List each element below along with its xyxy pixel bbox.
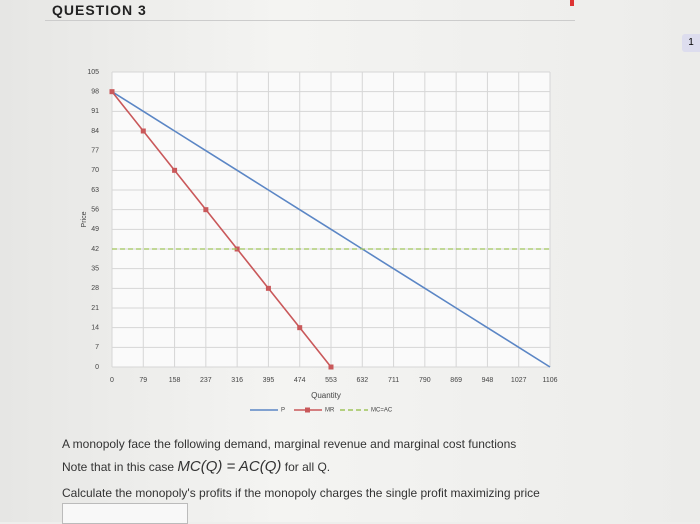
question-text: A monopoly face the following demand, ma… bbox=[62, 437, 517, 451]
y-tick-label: 70 bbox=[91, 167, 99, 174]
y-tick-label: 77 bbox=[91, 148, 99, 155]
chart: 0 7 14 21 28 35 42 49 56 63 70 77 84 91 98 105 0 79 158 237… bbox=[81, 69, 558, 414]
y-tick-label: 42 bbox=[91, 246, 99, 253]
marker bbox=[203, 207, 209, 213]
series-line bbox=[111, 91, 332, 368]
x-tick-label: 790 bbox=[419, 377, 431, 384]
formula: MC(Q) = AC(Q) bbox=[177, 458, 282, 475]
x-tick-label: 1027 bbox=[511, 377, 527, 384]
y-tick-label: 7 bbox=[95, 344, 99, 351]
y-tick-label: 91 bbox=[91, 108, 99, 115]
y-tick-label: 49 bbox=[91, 226, 99, 233]
y-tick-label: 98 bbox=[91, 89, 99, 96]
x-tick-label: 79 bbox=[139, 377, 147, 384]
prompt: Calculate the monopoly's profits if the … bbox=[62, 486, 540, 500]
y-tick-label: 14 bbox=[91, 325, 99, 332]
x-tick-label: 395 bbox=[263, 377, 275, 384]
legend-label: MC=AC bbox=[371, 408, 393, 414]
marker bbox=[328, 364, 334, 370]
x-tick-label: 237 bbox=[200, 377, 212, 384]
note: Note that in this case MC(Q) = AC(Q) for… bbox=[62, 458, 330, 475]
x-tick-label: 948 bbox=[482, 377, 494, 384]
y-tick-label: 21 bbox=[91, 305, 99, 312]
marker bbox=[109, 89, 115, 95]
y-tick-label: 56 bbox=[91, 207, 99, 214]
note-text: Note that in this case bbox=[62, 460, 175, 474]
y-tick-label: 35 bbox=[91, 266, 99, 273]
marker bbox=[234, 246, 240, 252]
accent bbox=[570, 0, 574, 6]
x-tick-label: 0 bbox=[110, 377, 114, 384]
x-tick-label: 1106 bbox=[542, 377, 557, 384]
x-tick-label: 632 bbox=[356, 377, 368, 384]
marker bbox=[297, 325, 303, 331]
x-axis-label: Quantity bbox=[311, 391, 341, 400]
y-tick-label: 63 bbox=[91, 187, 99, 194]
divider bbox=[45, 20, 575, 21]
y-tick-label: 84 bbox=[91, 128, 99, 135]
x-tick-label: 158 bbox=[169, 377, 181, 384]
page-badge: 1 bbox=[682, 34, 700, 52]
note-text: for all Q. bbox=[284, 460, 331, 474]
y-tick-label: 105 bbox=[87, 69, 99, 76]
y-tick-label: 0 bbox=[95, 364, 99, 371]
x-tick-label: 474 bbox=[294, 377, 306, 384]
marker bbox=[172, 167, 178, 173]
answer-input[interactable] bbox=[62, 503, 188, 524]
x-tick-label: 711 bbox=[388, 377, 399, 384]
x-tick-label: 316 bbox=[231, 377, 243, 384]
x-tick-label: 553 bbox=[325, 377, 337, 384]
legend-label: P bbox=[281, 408, 285, 414]
legend-marker bbox=[305, 407, 310, 413]
marker bbox=[265, 285, 271, 291]
question-title: QUESTION 3 bbox=[52, 2, 147, 18]
series-line bbox=[111, 90, 551, 368]
legend-label: MR bbox=[325, 408, 335, 414]
x-tick-label: 869 bbox=[450, 377, 462, 384]
y-tick-label: 28 bbox=[91, 285, 99, 292]
marker bbox=[140, 128, 146, 134]
y-axis-label: Price bbox=[81, 211, 88, 227]
